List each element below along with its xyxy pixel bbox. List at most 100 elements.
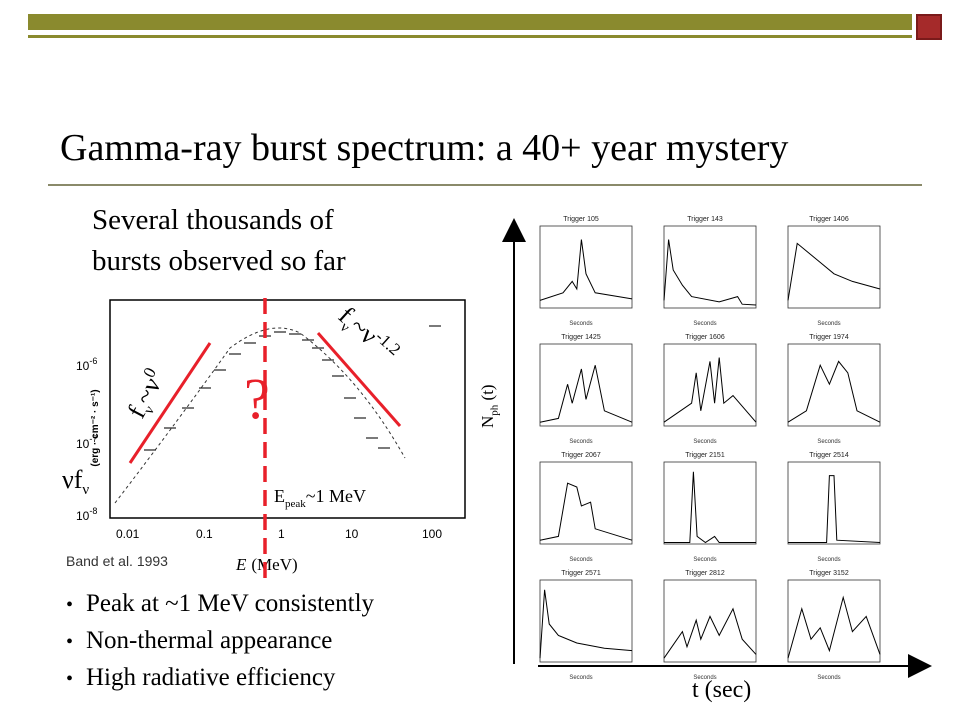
panel-frame (787, 461, 881, 545)
top-decor-bar (28, 14, 942, 46)
question-mark: ? (244, 366, 270, 431)
panel-title: Trigger 2571 (561, 570, 601, 577)
low-slope-line (128, 342, 212, 464)
band-spectrum-figure: 10-6 10-7 10-8 0.01 0.1 1 10 100 νfν (er… (62, 298, 466, 580)
panel-x-label: Seconds (693, 321, 717, 327)
panel-title: Trigger 2067 (561, 452, 601, 459)
y-tick-1e-6: 10-6 (76, 356, 97, 373)
lightcurve-panel: Trigger 1425 Seconds (526, 334, 636, 445)
y-axis-label: νfν (62, 465, 89, 498)
panel-plot (787, 579, 881, 663)
lightcurve-panel: Trigger 105 Seconds (526, 216, 636, 327)
lightcurve-panel: Trigger 1606 Seconds (650, 334, 760, 445)
panel-title: Trigger 1425 (561, 334, 601, 341)
olive-band (28, 14, 912, 30)
panel-x-label: Seconds (693, 439, 717, 445)
intro-line-2: bursts observed so far (92, 245, 346, 277)
panel-plot (787, 225, 881, 309)
panel-frame (787, 225, 881, 309)
panel-title: Trigger 2812 (685, 570, 725, 577)
y-tick-1e-7: 10-7 (76, 434, 97, 451)
x-tick-10: 10 (345, 527, 359, 541)
olive-rule (28, 35, 912, 38)
bullet-item: Non-thermal appearance (66, 623, 374, 660)
panel-plot (663, 461, 757, 545)
panel-plot (787, 461, 881, 545)
time-axis-label: t (sec) (692, 677, 752, 703)
panel-plot (539, 343, 633, 427)
x-tick-0.1: 0.1 (196, 527, 213, 541)
lightcurve-panel: Trigger 1406 Seconds (774, 216, 884, 327)
lightcurve-trace (539, 365, 633, 423)
bullet-list: Peak at ~1 MeV consistently Non-thermal … (66, 586, 374, 697)
x-tick-0.01: 0.01 (116, 527, 140, 541)
panel-title: Trigger 1606 (685, 334, 725, 341)
panel-title: Trigger 2514 (809, 452, 849, 459)
panel-plot (539, 579, 633, 663)
lightcurve-panel: Trigger 2571 Seconds (526, 570, 636, 681)
panel-title: Trigger 105 (563, 216, 599, 223)
panel-x-label: Seconds (569, 321, 593, 327)
panel-frame (539, 579, 633, 663)
panel-x-label: Seconds (569, 675, 593, 681)
intro-text: Several thousands of bursts observed so … (92, 200, 346, 282)
spectrum-frame (109, 299, 466, 519)
panel-x-label: Seconds (693, 557, 717, 563)
panel-plot (539, 461, 633, 545)
panel-frame (663, 579, 757, 663)
lightcurve-panel: Trigger 2151 Seconds (650, 452, 760, 563)
lightcurve-figure: Trigger 105 Seconds Trigger 143 Seconds Trig… (480, 216, 940, 710)
panel-frame (539, 343, 633, 427)
panel-plot (539, 225, 633, 309)
panel-x-label: Seconds (569, 439, 593, 445)
lightcurve-trace (787, 360, 881, 423)
panel-title: Trigger 143 (687, 216, 723, 223)
panel-x-label: Seconds (817, 675, 841, 681)
lightcurve-trace (787, 242, 881, 301)
lightcurve-trace (663, 607, 757, 659)
red-square (916, 14, 942, 40)
lightcurve-trace (539, 589, 633, 659)
lightcurve-axes (502, 218, 932, 678)
lightcurve-trace (664, 471, 756, 544)
panel-title: Trigger 2151 (685, 452, 725, 459)
lightcurve-panel: Trigger 143 Seconds (650, 216, 760, 327)
y-tick-1e-8: 10-8 (76, 506, 97, 523)
panel-x-label: Seconds (817, 557, 841, 563)
panel-title: Trigger 3152 (809, 570, 849, 577)
panel-x-label: Seconds (817, 321, 841, 327)
lightcurve-panel: Trigger 2514 Seconds (774, 452, 884, 563)
lightcurve-trace (788, 475, 881, 543)
x-tick-100: 100 (422, 527, 442, 541)
lightcurve-trace (539, 239, 633, 301)
high-slope-line (316, 332, 402, 427)
x-tick-1: 1 (278, 527, 285, 541)
panel-frame (539, 225, 633, 309)
panel-x-label: Seconds (817, 439, 841, 445)
panel-frame (663, 225, 757, 309)
panel-plot (663, 579, 757, 663)
low-slope-label: fν~ν0 (120, 364, 174, 424)
panel-frame (787, 579, 881, 663)
panel-title: Trigger 1974 (809, 334, 849, 341)
bullet-item: Peak at ~1 MeV consistently (66, 586, 374, 623)
panel-plot (663, 343, 757, 427)
lightcurve-panel: Trigger 1974 Seconds (774, 334, 884, 445)
slide-title: Gamma-ray burst spectrum: a 40+ year mys… (60, 127, 789, 169)
intro-line-1: Several thousands of (92, 204, 334, 236)
panel-plot (663, 225, 757, 309)
panel-frame (539, 461, 633, 545)
panel-frame (663, 343, 757, 427)
bullet-item: High radiative efficiency (66, 660, 374, 697)
lightcurve-trace (663, 357, 757, 423)
counts-axis-label: Nph (t) (478, 384, 501, 428)
lightcurve-trace (787, 595, 881, 659)
figure-credit: Band et al. 1993 (66, 553, 168, 569)
panel-plot (787, 343, 881, 427)
panel-x-label: Seconds (569, 557, 593, 563)
panel-frame (787, 343, 881, 427)
epeak-label: Epeak~1 MeV (274, 486, 366, 510)
panel-x-label: Seconds (693, 675, 717, 681)
title-divider (48, 184, 922, 186)
lightcurve-panel: Trigger 3152 Seconds (774, 570, 884, 681)
